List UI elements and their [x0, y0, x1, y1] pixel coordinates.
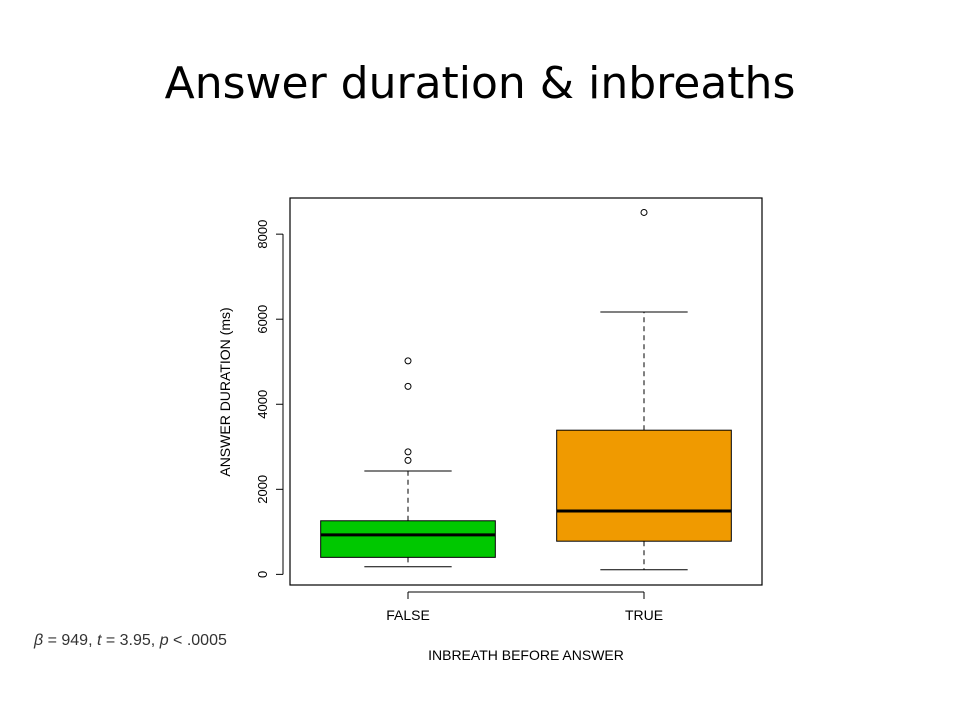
plot-frame — [289, 197, 763, 586]
beta-symbol: β — [34, 632, 44, 649]
y-axis-label: ANSWER DURATION (ms) — [217, 307, 233, 476]
p-symbol: p — [159, 632, 169, 649]
t-value: = 3.95, — [101, 632, 160, 649]
outlier-point — [404, 357, 412, 365]
x-tick-label: TRUE — [625, 607, 663, 623]
y-axis: 0 2000 4000 6000 8000 — [255, 220, 284, 578]
y-tick-label: 4000 — [255, 390, 270, 419]
slide-title: Answer duration & inbreaths — [164, 58, 796, 109]
outlier-point — [404, 382, 412, 390]
y-tick-label: 6000 — [255, 305, 270, 334]
iqr-box — [320, 520, 496, 558]
box-true — [556, 208, 732, 571]
y-tick-label: 0 — [255, 571, 270, 578]
x-axis: FALSE TRUE — [386, 591, 663, 623]
y-tick-label: 2000 — [255, 475, 270, 504]
x-axis-label: INBREATH BEFORE ANSWER — [428, 647, 624, 663]
y-tick-label: 8000 — [255, 220, 270, 249]
statistics-note: β = 949, t = 3.95, p < .0005 — [34, 632, 227, 650]
outlier-point — [404, 448, 412, 456]
boxes — [320, 208, 732, 571]
p-value: < .0005 — [168, 632, 227, 649]
t-symbol: t — [96, 632, 102, 649]
outlier-point — [404, 456, 412, 464]
box-false — [320, 357, 496, 568]
x-tick-label: FALSE — [386, 607, 430, 623]
beta-value: = 949, — [43, 632, 97, 649]
iqr-box — [556, 429, 732, 542]
outlier-point — [640, 208, 648, 216]
